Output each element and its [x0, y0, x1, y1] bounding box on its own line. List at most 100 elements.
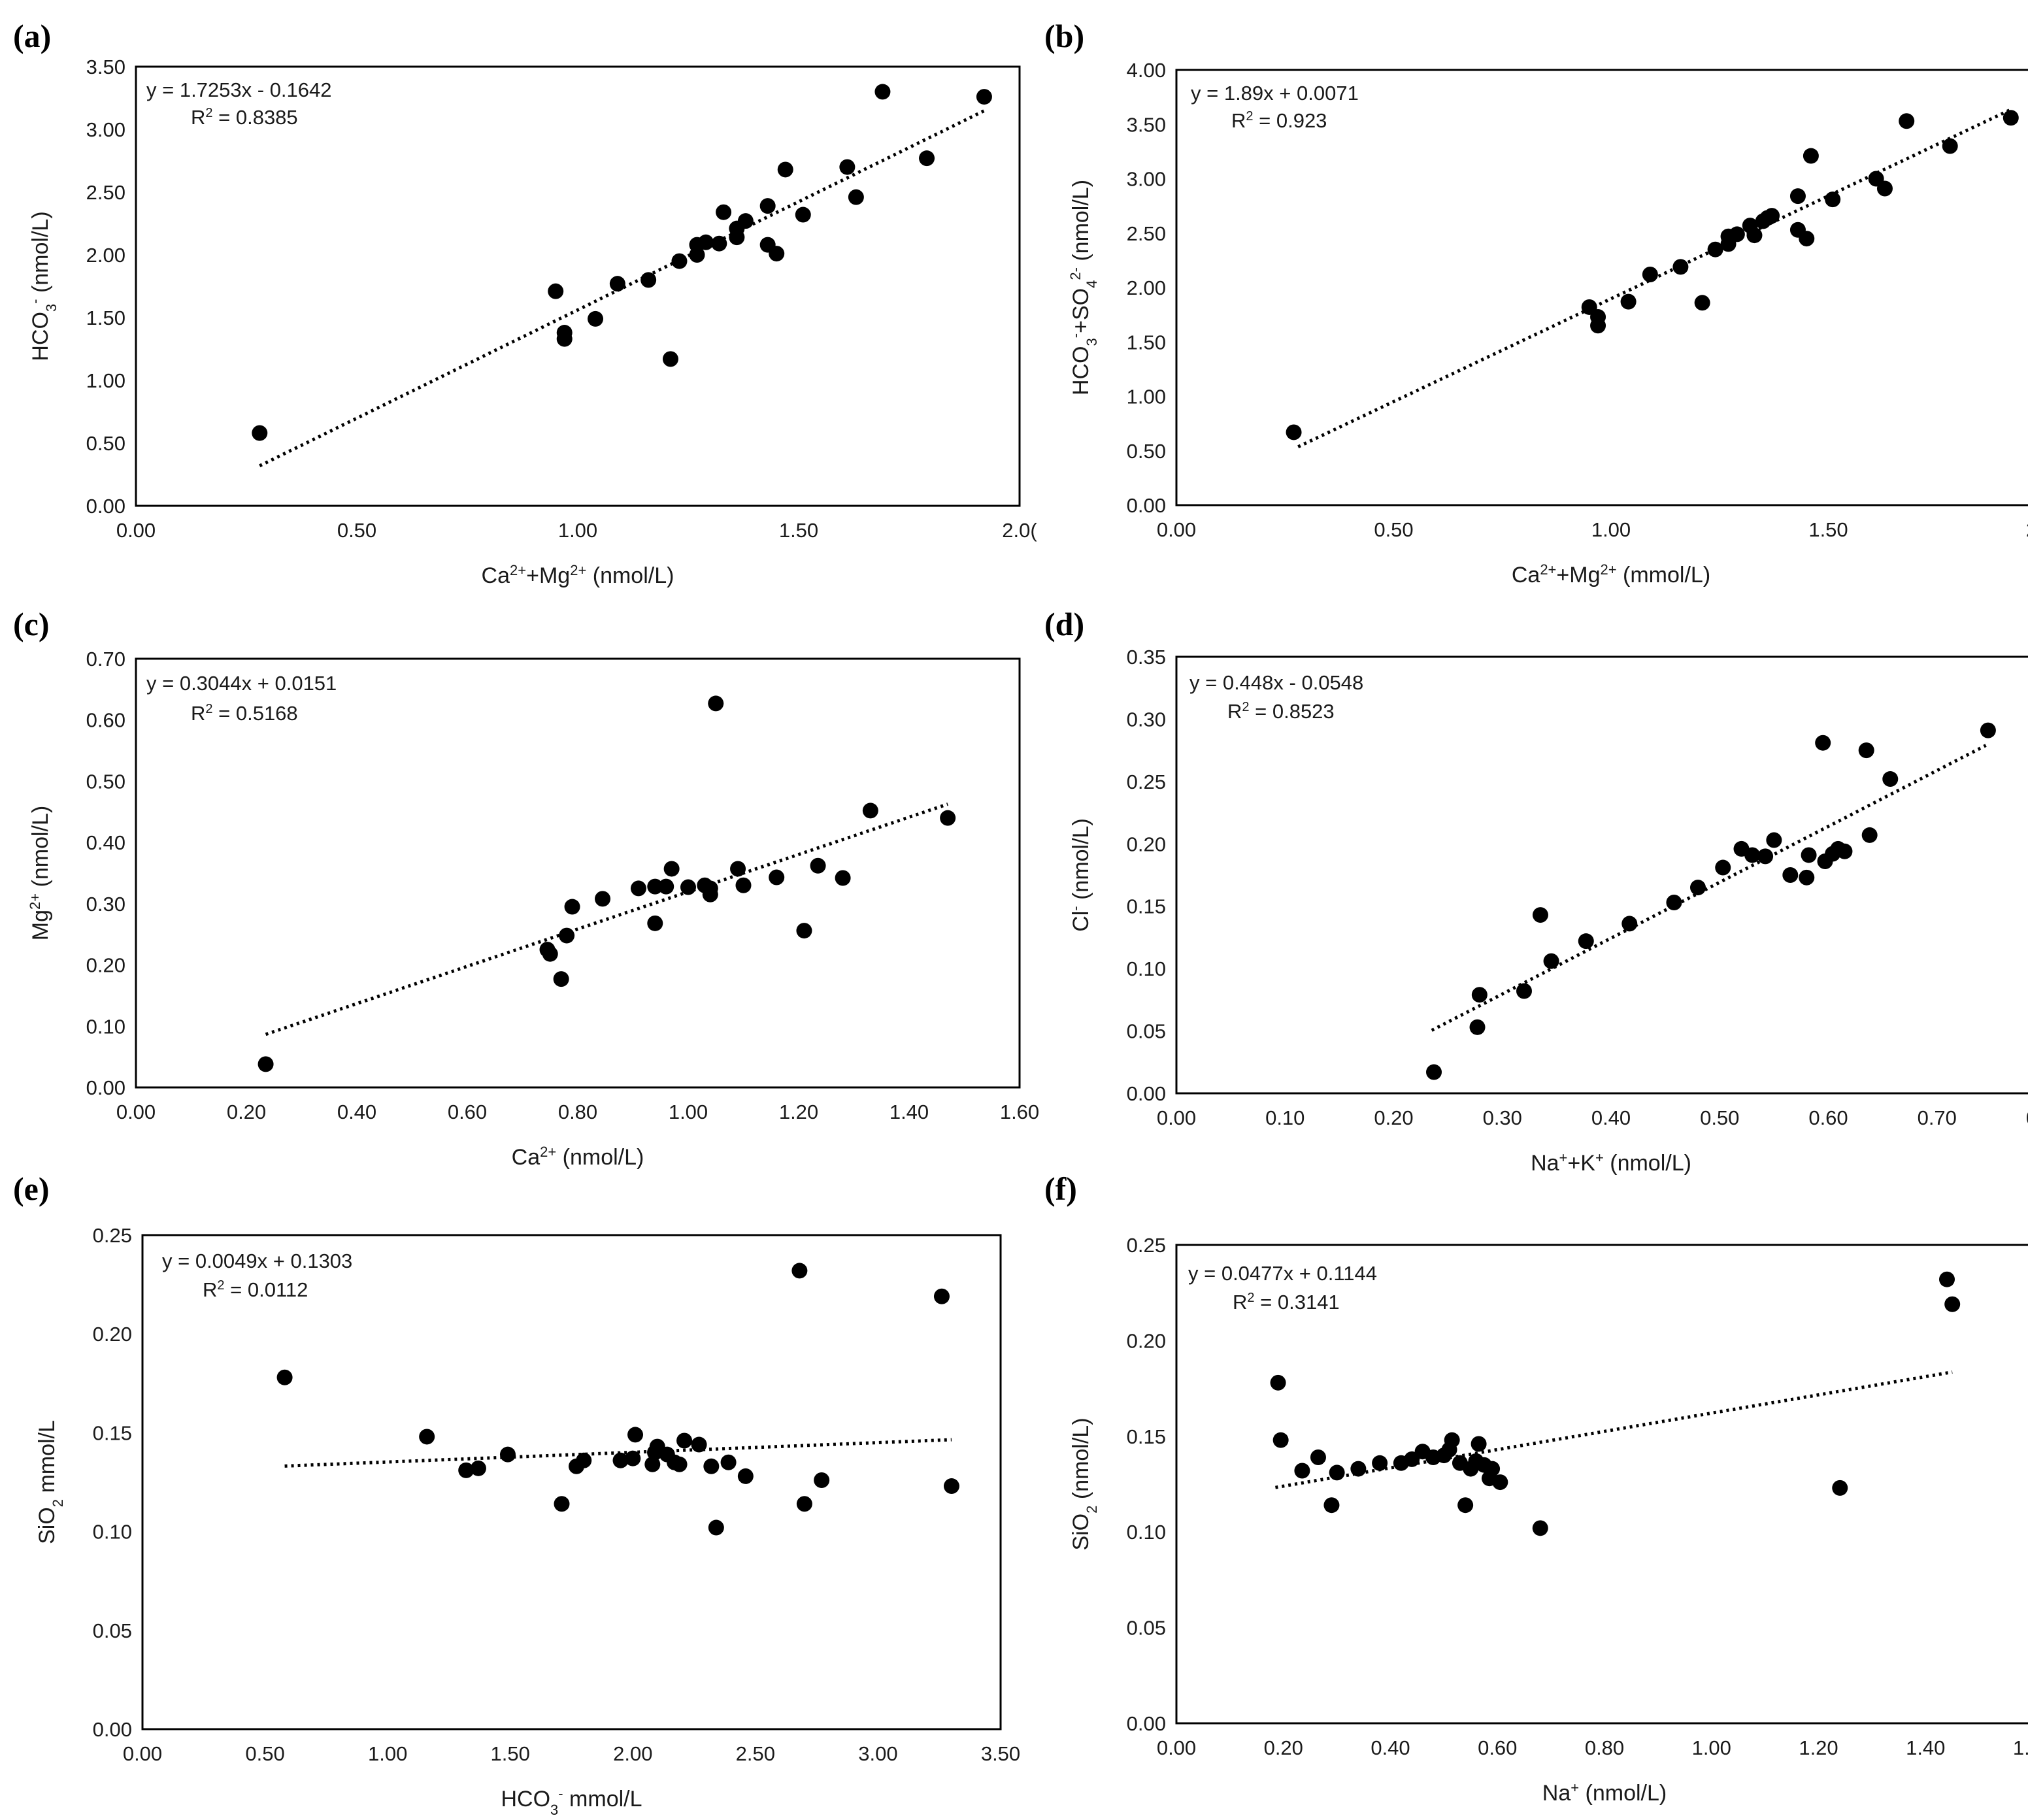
panel-d-r-squared-value: = 0.8523 [1250, 700, 1335, 723]
panel-b-data-point [1707, 241, 1723, 257]
panel-f-x-axis-label-part-1: + [1571, 1779, 1579, 1796]
panel-e-y-tick-label: 0.10 [93, 1521, 132, 1544]
panel-a-data-point [609, 276, 625, 292]
panel-e-data-point [708, 1519, 724, 1536]
panel-f-y-tick-label: 0.05 [1127, 1617, 1166, 1640]
panel-e-data-point [720, 1454, 737, 1470]
panel-c-data-point [630, 880, 646, 897]
panel-f-y-axis-label-part-2: (nmol/L) [1069, 1417, 1093, 1505]
panel-d-data-point [1516, 983, 1532, 999]
panel-b-y-axis-label-part-3: +SO [1069, 288, 1093, 333]
panel-a-y-axis-label-part-0: HCO [28, 312, 53, 361]
panel-c-y-axis-label-part-2: (nmol/L) [28, 806, 53, 893]
panel-a-data-point [588, 310, 604, 327]
panel-f: (f) 0.00 0.20 0.40 0.60 0.80 1.00 1.20 1.40 1.60 0… [1044, 1170, 2028, 1806]
panel-f-y-tick-label: 0.00 [1127, 1712, 1166, 1735]
panel-c-trendline [265, 802, 948, 1036]
panel-a-x-axis-label-part-2: +Mg [526, 563, 570, 588]
panel-a-plot-area [135, 65, 1021, 507]
panel-b-data-point [1899, 113, 1915, 129]
panel-c-r-squared-prefix: R [191, 702, 205, 725]
panel-b-equation: y = 1.89x + 0.0071 [1191, 82, 1359, 105]
panel-e-data-point [627, 1427, 644, 1443]
panel-e-r-squared-value: = 0.0112 [225, 1278, 308, 1301]
panel-e-y-tick-label: 0.15 [93, 1421, 132, 1444]
panel-d-data-point [1469, 1019, 1486, 1035]
panel-f-y-axis-label: SiO2 (nmol/L) [1069, 1417, 1100, 1550]
panel-e-data-point [612, 1452, 629, 1468]
panel-d-x-tick-label: 0.40 [1591, 1106, 1631, 1129]
panel-a-y-tick-label: 0.50 [86, 432, 125, 455]
panel-e-x-axis-label-part-0: HCO [501, 1787, 550, 1812]
panel-b-y-axis-label-part-0: HCO [1069, 346, 1093, 395]
panel-f-x-axis-label-part-0: Na [1542, 1781, 1571, 1806]
panel-f-data-point [1944, 1296, 1961, 1312]
panel-a-data-point [848, 189, 864, 205]
panel-a-x-tick-label: 0.50 [337, 519, 376, 542]
panel-e-x-tick-label: 0.50 [245, 1742, 284, 1765]
panel-c-x-axis-label-part-1: 2+ [540, 1144, 556, 1160]
panel-b-data-point [1746, 227, 1763, 244]
panel-a-y-axis-label: HCO3- (nmol/L) [27, 211, 59, 361]
panel-c-data-point [559, 927, 575, 944]
panel-d-data-point [1715, 859, 1731, 876]
panel-c-y-tick-label: 0.70 [86, 648, 125, 670]
panel-f-r-squared: R2 = 0.3141 [1233, 1291, 1340, 1314]
panel-b-r-squared-exp: 2 [1246, 109, 1253, 124]
panel-d-x-axis-label: Na++K+ (nmol/L) [1531, 1150, 1691, 1176]
panel-b-y-tick-label: 4.00 [1127, 59, 1166, 82]
panel-c-y-axis-label-part-0: Mg [28, 910, 53, 940]
panel-a-x-axis-label: Ca2++Mg2+ (nmol/L) [482, 562, 674, 589]
panel-c-label: (c) [13, 606, 50, 642]
panel-f-y-tick-label: 0.10 [1127, 1521, 1166, 1544]
panel-b-x-axis-label-part-2: +Mg [1556, 563, 1600, 587]
panel-c-data-point [663, 861, 680, 877]
panel-d-x-axis-label-part-4: (nmol/L) [1604, 1151, 1691, 1176]
panel-c-data-point [564, 899, 580, 915]
panel-d-x-axis-label-part-1: + [1559, 1150, 1568, 1166]
panel-a-y-tick-label: 0.00 [86, 495, 125, 518]
panel-b-data-point [1642, 267, 1658, 283]
panel-b-y-tick-label: 1.50 [1127, 331, 1166, 354]
panel-f-data-point [1323, 1497, 1340, 1514]
panel-e-data-point [943, 1478, 959, 1495]
panel-e-label: (e) [13, 1170, 50, 1207]
panel-f-label: (f) [1044, 1170, 1077, 1207]
panel-d-label: (d) [1044, 606, 1084, 642]
panel-d-data-point [1858, 742, 1874, 759]
panel-c-x-tick-label: 1.20 [779, 1100, 818, 1123]
panel-b-data-point [1764, 208, 1780, 224]
panel-d-data-point [1532, 907, 1548, 923]
panel-a-data-point [777, 161, 793, 178]
panel-c-data-point [658, 878, 674, 895]
panel-f-data-point [1471, 1436, 1487, 1452]
panel-b-y-axis-label-part-2: - [1067, 333, 1084, 338]
panel-b-y-tick-label: 3.50 [1127, 113, 1166, 136]
panel-c-x-tick-label: 1.60 [1000, 1100, 1039, 1123]
panel-a-x-axis-label-part-1: 2+ [510, 562, 526, 578]
panel-e-y-axis-label: SiO2 mmol/L [35, 1420, 66, 1544]
panel-c-r-squared: R2 = 0.5168 [191, 702, 298, 725]
panel-f-data-point [1532, 1520, 1548, 1536]
panel-b-data-point [1694, 295, 1710, 311]
panel-c-x-axis-label: Ca2+ (nmol/L) [512, 1144, 644, 1170]
panel-f-data-point [1329, 1464, 1345, 1481]
panel-a-data-point [919, 150, 935, 167]
panel-e-data-point [625, 1450, 641, 1466]
panel-c-data-point [769, 869, 785, 885]
panel-d-data-point [1621, 916, 1638, 932]
panel-e-r-squared: R2 = 0.0112 [203, 1278, 308, 1301]
panel-e-data-point [499, 1446, 516, 1463]
panel-e-data-point [703, 1458, 720, 1474]
panel-a-y-axis-label-part-1: 3 [43, 304, 59, 312]
panel-f-r-squared-prefix: R [1233, 1291, 1247, 1314]
panel-b-x-axis-label-part-3: 2+ [1601, 561, 1617, 578]
panel-d-x-axis-label-part-2: +K [1567, 1151, 1595, 1176]
panel-f-x-axis-label: Na+ (nmol/L) [1542, 1779, 1667, 1806]
panel-d-y-tick-label: 0.15 [1127, 895, 1166, 918]
panel-b-r-squared-prefix: R [1231, 109, 1246, 132]
panel-a-data-point [640, 272, 657, 288]
panel-b-y-axis-label-part-5: 2- [1067, 267, 1084, 280]
panel-c-data-point [730, 861, 746, 877]
